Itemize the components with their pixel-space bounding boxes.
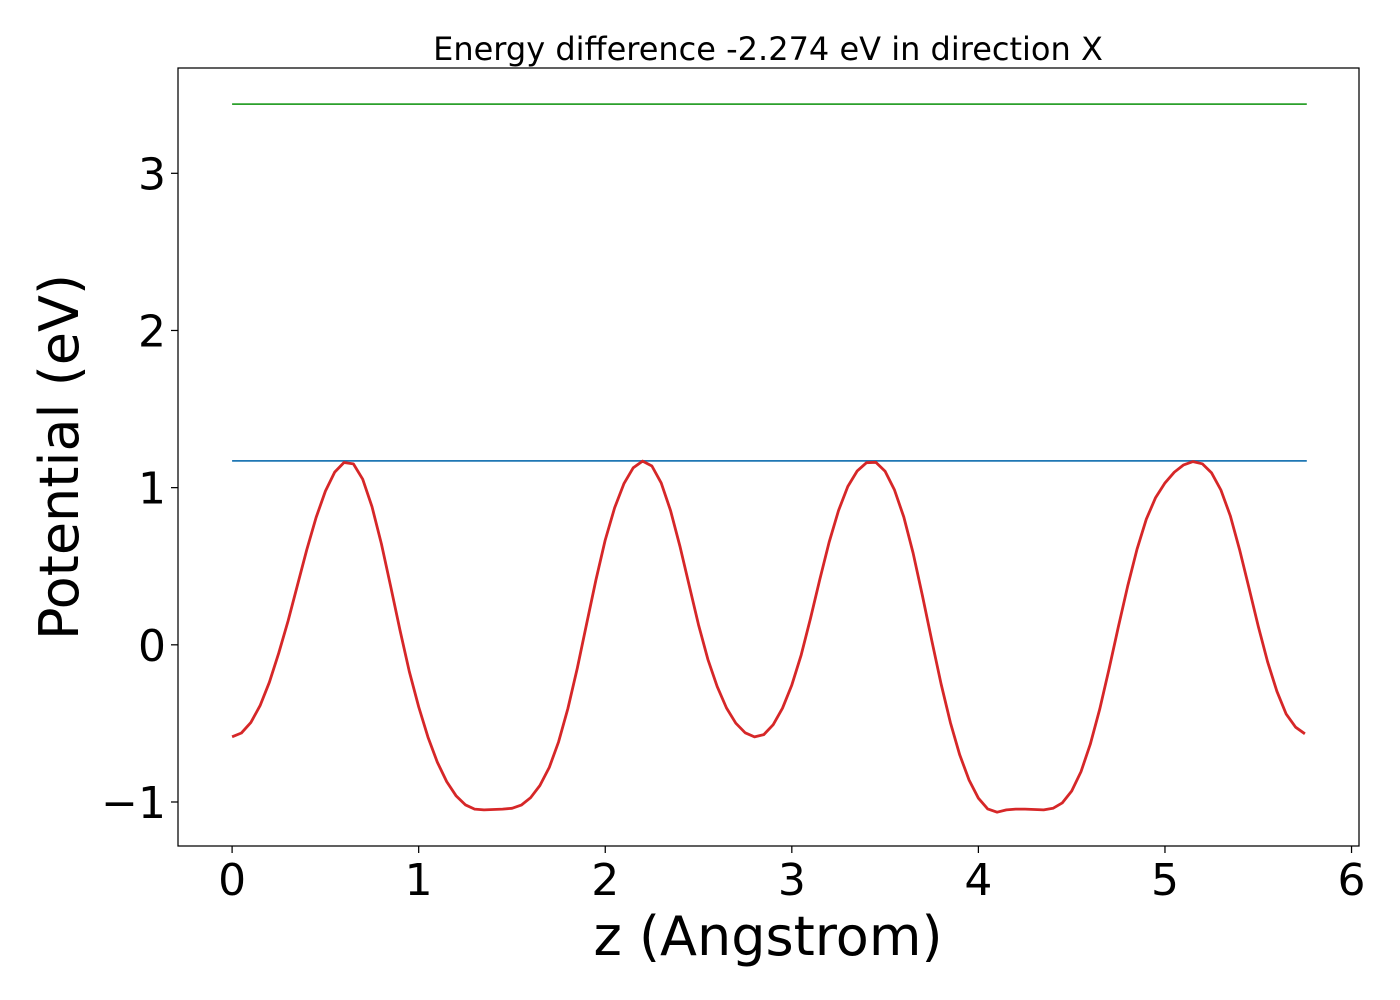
chart-title: Energy difference -2.274 eV in direction… [433,30,1103,68]
y-tick-label: 3 [138,149,166,200]
x-ticks: 0 1 2 3 4 5 6 [218,846,1366,906]
y-ticks: −1 0 1 2 3 [101,149,178,829]
x-tick-label: 6 [1338,855,1366,906]
x-tick-label: 1 [405,855,433,906]
x-tick-label: 2 [591,855,619,906]
series-line-2 [231,459,1306,814]
plot-frame [177,67,1360,847]
y-tick-label: 0 [138,621,166,672]
x-tick-label: 4 [964,855,992,906]
y-tick-label: 1 [138,464,166,515]
y-tick-label: −1 [101,778,166,829]
y-axis-label: Potential (eV) [28,274,91,640]
series-layer [231,103,1307,814]
x-tick-label: 5 [1151,855,1179,906]
y-tick-label: 2 [138,306,166,357]
x-axis-label: z (Angstrom) [593,905,942,968]
x-tick-label: 0 [218,855,246,906]
x-tick-label: 3 [778,855,806,906]
